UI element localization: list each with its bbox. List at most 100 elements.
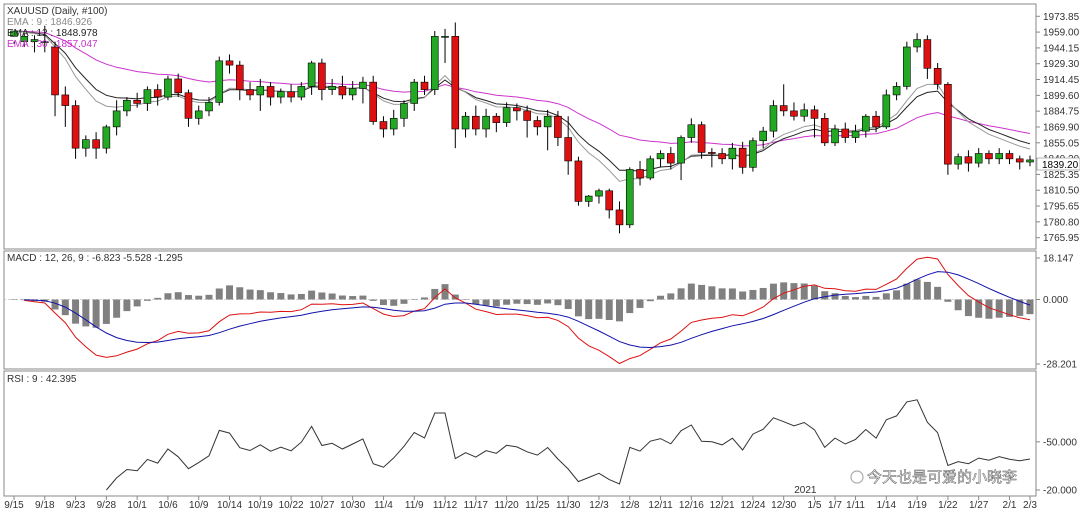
candle-body — [687, 124, 696, 138]
candle-body — [831, 128, 839, 144]
candle-body — [697, 124, 706, 153]
macd-histogram-bar — [564, 299, 572, 310]
macd-histogram-bar — [287, 294, 295, 300]
instrument-label: XAUUSD (Daily, #100) — [7, 6, 107, 17]
candle-body — [164, 78, 172, 98]
x-tick-label: 11/25 — [525, 500, 550, 511]
macd-histogram-bar — [667, 293, 675, 300]
candle-body — [667, 153, 675, 164]
candle-body — [174, 78, 182, 94]
macd-histogram-bar — [882, 293, 890, 300]
macd-histogram-bar — [903, 283, 911, 300]
price-tick-label: 1810.50 — [1043, 186, 1080, 197]
candle-body — [800, 109, 809, 117]
candle-body — [810, 109, 819, 119]
candle-body — [420, 81, 429, 90]
rsi-tick-label: -20.000 — [1043, 486, 1077, 497]
candle-body — [338, 86, 347, 96]
x-tick-label: 10/30 — [340, 500, 365, 511]
candle-body — [502, 107, 511, 123]
macd-histogram-bar — [472, 299, 480, 305]
macd-indicator: 18.147 0.000 -28.201 — [4, 254, 1077, 371]
candle-body — [307, 62, 316, 87]
candle-body — [266, 86, 275, 98]
macd-histogram-bar — [718, 288, 726, 300]
price-axis: 1973.85 1959.00 1944.15 1929.30 1914.45 1899.… — [1036, 12, 1080, 244]
candle-body — [51, 46, 59, 96]
macd-histogram-bar — [308, 290, 316, 300]
macd-histogram-bar — [708, 286, 716, 300]
macd-histogram-bar — [503, 299, 511, 305]
x-tick-label: 10/1 — [127, 500, 147, 511]
ema-30-line — [13, 30, 1031, 147]
macd-histogram-bar — [821, 291, 829, 300]
macd-histogram-bar — [451, 294, 459, 300]
candle-body — [944, 83, 952, 165]
candle-body — [595, 190, 603, 197]
macd-histogram-bar — [923, 281, 931, 300]
x-tick-label: 11/9 — [405, 500, 424, 511]
candle-body — [728, 147, 737, 160]
macd-line — [24, 256, 1031, 365]
macd-histogram-bar — [975, 299, 983, 318]
macd-tick-label: -28.201 — [1043, 360, 1077, 371]
candle-body — [636, 169, 644, 179]
candle-body — [246, 89, 254, 96]
macd-histogram-bar — [985, 299, 993, 319]
macd-histogram-bar — [72, 299, 80, 324]
macd-histogram-bar — [995, 299, 1003, 318]
macd-histogram-bar — [102, 299, 110, 324]
candle-body — [564, 137, 572, 162]
candle-body — [964, 156, 973, 164]
candle-body — [954, 156, 962, 165]
macd-histogram-bar — [749, 289, 757, 300]
candle-body — [30, 39, 39, 42]
candle-body — [882, 94, 891, 128]
candle-body — [348, 88, 357, 96]
price-tick-label: 1795.65 — [1043, 202, 1080, 213]
x-tick-label: 11/12 — [433, 500, 458, 511]
x-tick-label: 12/3 — [589, 500, 609, 511]
candle-body — [769, 105, 778, 132]
candle-body — [256, 86, 265, 96]
watermark: 今天也是可爱的小晓李 — [850, 469, 1017, 486]
macd-histogram-bar — [369, 299, 377, 301]
macd-histogram-bar — [831, 293, 839, 300]
macd-histogram-bar — [492, 299, 500, 307]
candle-body — [133, 99, 141, 104]
candle-body — [923, 39, 932, 69]
year-label: 2021 — [794, 485, 817, 496]
candle-body — [892, 86, 901, 96]
candle-body — [472, 115, 480, 130]
candle-body — [318, 62, 326, 90]
macd-histogram-bar — [154, 297, 162, 300]
candle-body — [205, 102, 213, 112]
candle-body — [584, 195, 593, 202]
candle-body — [820, 118, 829, 144]
macd-histogram-bar — [954, 299, 962, 311]
macd-histogram-bar — [810, 285, 818, 300]
macd-panel-frame — [3, 250, 1037, 370]
candle-body — [82, 139, 90, 149]
watermark-logo-icon — [850, 470, 864, 484]
macd-histogram-bar — [421, 297, 428, 300]
candle-body — [533, 120, 542, 128]
macd-histogram-bar — [349, 296, 357, 300]
candle-body — [913, 39, 921, 48]
candle-body — [61, 94, 70, 106]
macd-histogram-bar — [390, 299, 398, 306]
price-tick-label: 1855.05 — [1043, 138, 1080, 149]
macd-histogram-bar — [554, 299, 562, 306]
candle-body — [841, 128, 850, 138]
x-tick-label: 10/19 — [248, 500, 273, 511]
macd-histogram-bar — [20, 299, 28, 301]
price-tick-label: 1825.35 — [1043, 170, 1080, 181]
price-tick-label: 1944.15 — [1043, 43, 1080, 54]
candle-body — [646, 158, 655, 179]
x-tick-label: 1/27 — [969, 500, 989, 511]
watermark-text: 今天也是可爱的小晓李 — [867, 469, 1017, 486]
macd-histogram-bar — [184, 295, 192, 300]
macd-histogram-bar — [359, 295, 367, 300]
x-tick-label: 1/7 — [828, 500, 842, 511]
